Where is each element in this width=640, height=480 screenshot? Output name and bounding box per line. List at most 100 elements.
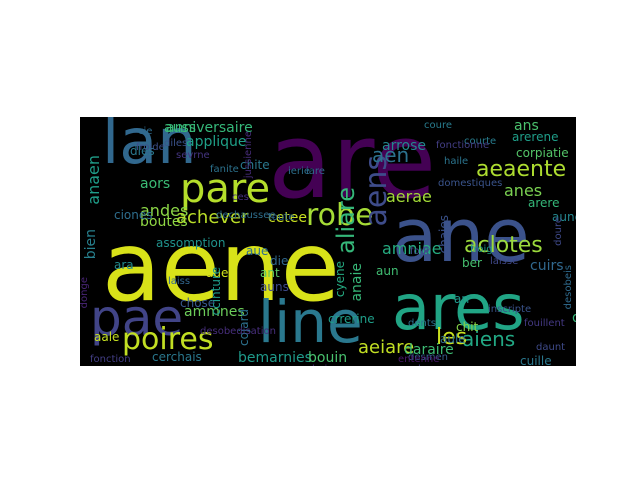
cloud-word: ammnes: [184, 304, 245, 320]
cloud-word: chaies: [437, 215, 451, 254]
word-cloud: are aene ane lan ares line pae pare poir…: [80, 117, 576, 366]
cloud-word: bien: [83, 229, 99, 260]
cloud-word: ber: [462, 256, 482, 270]
cloud-word: desobeis: [563, 265, 574, 310]
cloud-word: froig: [470, 244, 493, 255]
cloud-word: daraire: [404, 342, 454, 358]
cloud-word: chose: [180, 296, 216, 310]
cloud-word: sevrne: [176, 150, 210, 161]
cloud-word: anaie: [349, 263, 365, 302]
cloud-word: cuille: [520, 354, 552, 366]
cloud-word: ciones: [114, 208, 153, 222]
cloud-word: bouin: [308, 350, 348, 366]
cloud-word: aerae: [386, 187, 432, 206]
cloud-word: boutes: [140, 214, 188, 230]
cloud-word: ans: [514, 118, 539, 134]
cloud-word: boireuse: [312, 365, 355, 367]
cloud-word: arrose: [382, 138, 427, 154]
cloud-word: aeiare: [358, 337, 415, 358]
cloud-word: iare: [306, 166, 325, 177]
cloud-word: fouillent: [524, 318, 565, 329]
cloud-word: ane: [392, 193, 530, 279]
cloud-word: haile: [444, 156, 469, 167]
cloud-word: aun: [376, 264, 399, 278]
cloud-word: pare: [180, 166, 271, 212]
cloud-word: lame: [418, 365, 443, 367]
cloud-word: cyene: [333, 261, 347, 298]
cloud-word: dles: [130, 144, 155, 158]
cloud-word: auss: [164, 120, 197, 136]
cloud-word: fonction: [90, 354, 131, 365]
cloud-word: robe: [306, 198, 374, 233]
cloud-word: bemarnies: [238, 350, 312, 366]
cloud-word: die: [270, 254, 289, 268]
cloud-word: chit: [456, 320, 479, 334]
cloud-word: aune: [552, 210, 576, 224]
cloud-word: les: [436, 325, 468, 350]
cloud-word: anniversaire: [166, 120, 253, 136]
cloud-word: achever: [176, 207, 249, 228]
cloud-word: domestiques: [438, 178, 503, 189]
cloud-word: ant: [260, 266, 280, 280]
cloud-word: desmen: [408, 352, 448, 363]
cloud-word: toute: [268, 212, 295, 223]
cloud-word: chite: [240, 158, 270, 172]
cloud-word: aale: [94, 330, 120, 344]
cloud-word: jussienne: [243, 131, 254, 179]
cloud-word: are: [268, 117, 437, 222]
cloud-word: ierie: [288, 166, 310, 177]
cloud-word: lan: [102, 117, 197, 178]
cloud-word: ares: [392, 271, 525, 344]
cloud-word: laiss: [168, 276, 191, 287]
cloud-word: ces: [232, 192, 249, 203]
cloud-word: doure: [553, 217, 564, 246]
cloud-word: four: [410, 246, 431, 257]
cloud-word: cuirs: [530, 258, 564, 274]
cloud-word: anaen: [84, 155, 103, 205]
cloud-word: froide: [136, 142, 165, 153]
cloud-word: auns: [260, 280, 289, 294]
cloud-word: crrerine: [328, 312, 375, 326]
cloud-word: aule: [440, 332, 466, 346]
cloud-word: assomption: [156, 236, 226, 250]
cloud-word: aiens: [462, 327, 516, 351]
cloud-word: aue: [246, 244, 269, 258]
cloud-word: aen: [372, 143, 410, 167]
cloud-word: aeaente: [476, 157, 567, 182]
cloud-word: arr: [454, 292, 472, 306]
cloud-word: ccinture: [209, 267, 223, 316]
cloud-word: arere: [528, 196, 560, 210]
cloud-word: cerchais: [152, 350, 202, 364]
cloud-word: applique: [186, 134, 247, 150]
cloud-word: poires: [122, 322, 214, 357]
cloud-word: aclotes: [464, 233, 543, 258]
cloud-word: inscripte: [488, 304, 532, 315]
cloud-word: entenne: [398, 354, 440, 365]
cloud-word: donge: [80, 277, 90, 309]
cloud-word: aue: [206, 266, 229, 280]
cloud-word: ara: [114, 258, 134, 272]
cloud-word: pae: [90, 289, 184, 347]
cloud-word: doe: [572, 311, 576, 325]
cloud-word: line: [258, 288, 363, 356]
cloud-word: courte: [464, 136, 497, 147]
cloud-word: laisse: [490, 256, 519, 267]
cloud-word: desobedisation: [200, 326, 276, 337]
cloud-word: aliare: [332, 187, 360, 254]
cloud-word: arerene: [512, 130, 559, 144]
cloud-word: fonctionne: [436, 140, 490, 151]
cloud-word: aene: [102, 211, 340, 323]
cloud-word: dechaussee: [216, 210, 276, 221]
cloud-word: aors: [140, 176, 171, 192]
cloud-word: cie: [138, 126, 153, 137]
cloud-word: fanite: [210, 164, 239, 175]
cloud-word: anes: [504, 181, 543, 200]
cloud-word: diles: [164, 138, 188, 149]
cloud-word: andes: [140, 201, 189, 220]
cloud-word: dents: [408, 318, 436, 329]
cloud-word: coure: [424, 120, 452, 131]
cloud-word: corpiatie: [516, 146, 569, 160]
cloud-word: amniae: [382, 239, 442, 258]
cloud-word: cetee: [268, 210, 308, 226]
cloud-word: daunt: [536, 342, 566, 353]
